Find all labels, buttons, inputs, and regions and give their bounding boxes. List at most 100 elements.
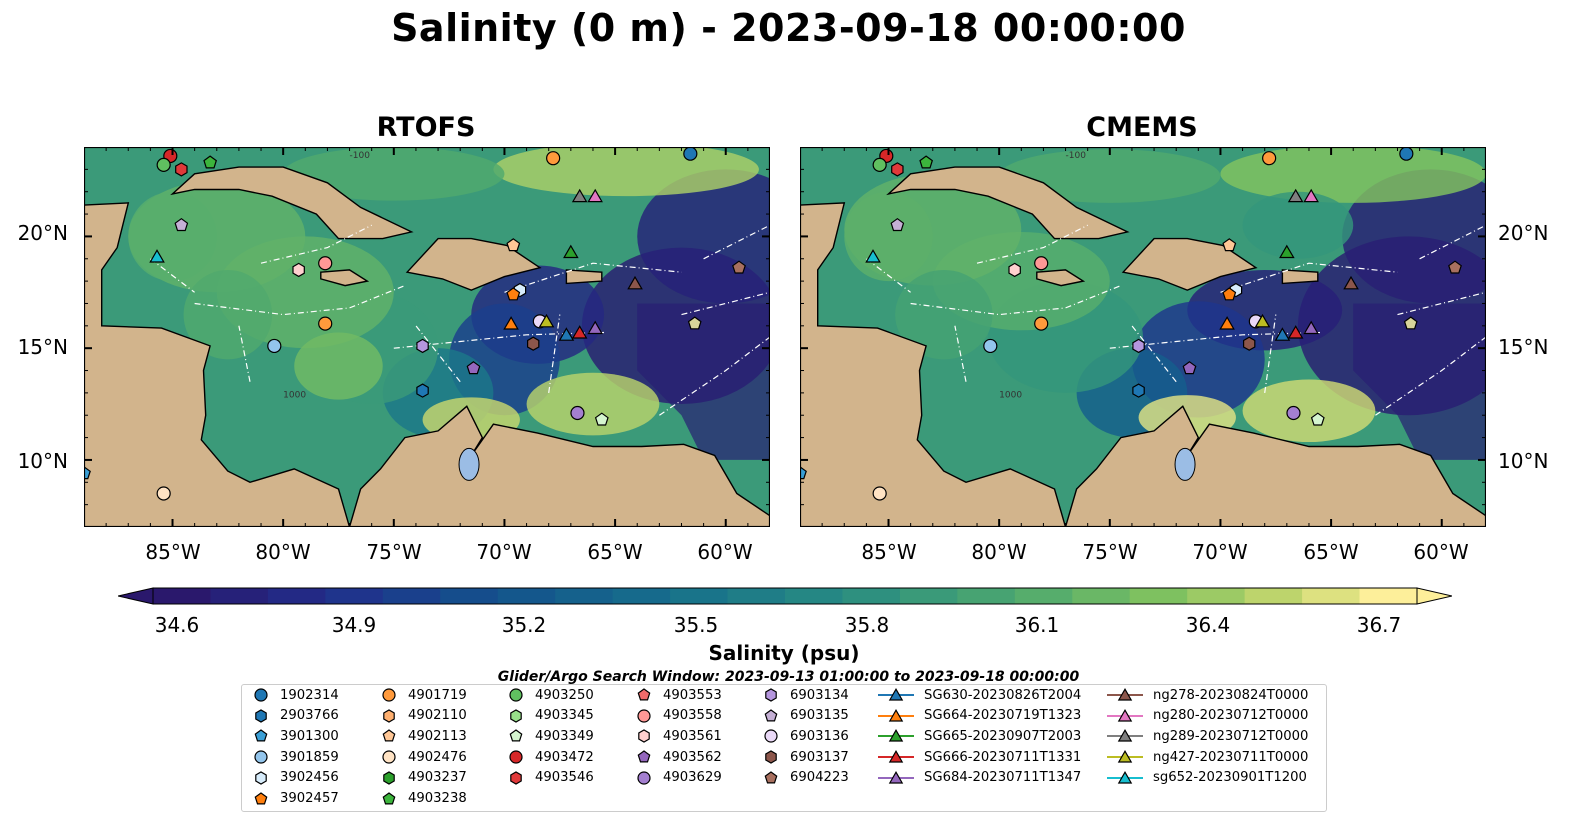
map-marker-4903561 [292,262,305,278]
map-marker-SG664 [503,316,519,330]
legend-marker-icon [1107,750,1143,763]
map-marker-4903546 [175,162,188,177]
colorbar-segment [210,588,269,604]
legend-item: 3902457 [252,789,339,809]
land-hispaniola [1121,237,1258,291]
legend-item-label: 4903472 [535,749,594,765]
legend-item: 3901859 [252,747,339,767]
legend-item: 4903561 [635,726,722,746]
colorbar-tick-label: 36.1 [1014,613,1060,637]
map-marker-3901859 [983,338,998,354]
salinity-field-patch [283,147,505,201]
colorbar-tick-label: 35.5 [673,613,719,637]
legend-item: 4901719 [380,685,467,705]
salinity-field-patch [1242,191,1354,259]
map-frame [800,147,1486,527]
colorbar-segment [1072,588,1131,604]
lon-label-65w-right: 65°W [1303,540,1359,564]
map-marker-4901719 [546,151,561,166]
map-marker-3902457 [1222,287,1237,301]
legend-marker [254,729,268,742]
colorbar-segment [153,588,212,604]
map-marker-4903250 [872,157,887,172]
map-marker-6903134 [416,338,429,354]
legend-marker-icon [637,709,651,723]
legend-marker [637,709,651,723]
legend-marker [382,791,396,804]
eez-boundary [415,325,461,383]
colorbar-segment [727,588,786,604]
land-cuba [886,166,1130,240]
legend-marker-icon [878,729,914,742]
map-marker-sg652 [149,249,165,263]
map-marker-4903629 [1286,405,1301,421]
legend-item: 4902113 [380,726,467,746]
legend-item-label: 4903558 [663,708,722,724]
map-marker-SG665 [563,244,579,259]
legend-item-label: 6903136 [790,728,849,744]
lat-label-10n-right: 10°N [1498,449,1549,473]
legend-item-label: 4903349 [535,728,594,744]
map-marker-ng278 [1343,275,1359,290]
map-marker-4901719 [1262,151,1277,166]
legend-marker-icon [382,791,396,804]
map-marker-4902113 [506,238,521,252]
salinity-field-patch [183,269,273,360]
map-marker-SG666 [1287,325,1304,339]
colorbar-segment [325,588,384,604]
map-marker-1902314 [1399,147,1414,161]
colorbar-segment [1302,588,1361,604]
salinity-field-patch [128,191,217,282]
legend-item-label: 4903561 [663,728,722,744]
legend-item: 3901300 [252,726,339,746]
map-marker-4903561 [1008,262,1021,278]
legend-item-label: 4903237 [408,770,467,786]
legend-marker [638,729,650,744]
map-marker-ng278 [627,275,643,290]
legend-marker [765,688,777,702]
legend-item-label: SG684-20230711T1347 [924,770,1082,786]
legend-marker [382,750,396,764]
legend-item: 4903349 [507,726,594,746]
legend-item: ng289-20230712T0000 [1107,726,1308,746]
eez-boundary [954,325,967,382]
map-marker-4903349 [594,412,609,426]
legend-item-label: 4902476 [408,749,467,765]
land-hispaniola [405,237,542,291]
legend-marker-icon [254,688,268,702]
lon-label-60w-left: 60°W [697,540,753,564]
lake-maracaibo [1174,447,1196,481]
colorbar-segment [1244,588,1303,604]
legend-item: 4903558 [635,706,722,726]
eez-boundary [910,285,1122,316]
map-marker-3901859 [267,338,282,354]
map-marker-SG664 [1219,316,1235,330]
colorbar-tick-label: 35.8 [844,613,890,637]
map-marker-4903250 [156,157,171,172]
legend-marker [888,687,904,701]
colorbar-tick-label: 36.7 [1356,613,1402,637]
colorbar-tick-label: 34.9 [331,613,377,637]
legend-marker [254,791,268,804]
legend-marker [254,688,268,702]
legend-marker-icon [637,688,651,701]
salinity-field-patch [637,303,770,460]
legend-marker [1117,687,1133,701]
eez-boundary [976,224,1088,264]
land-centralamerica [800,147,1067,527]
legend-marker [383,708,395,723]
colorbar-tick-label: 35.2 [501,613,547,637]
map-marker-4902113 [1222,238,1237,252]
legend-marker [637,750,651,763]
colorbar-segment [1359,588,1418,604]
lon-label-80w-left: 80°W [255,540,311,564]
salinity-field-patch [526,372,660,436]
map-marker-4902476 [156,486,171,501]
salinity-field-patch [1242,379,1376,443]
land-puertorico [1281,269,1319,285]
map-panel-rtofs: 1000 -100 [84,147,770,527]
map-marker-6903137 [527,336,540,351]
map-marker-4903558 [1034,256,1049,271]
legend-item-label: SG665-20230907T2003 [924,728,1082,744]
legend-item: SG630-20230826T2004 [878,685,1081,705]
